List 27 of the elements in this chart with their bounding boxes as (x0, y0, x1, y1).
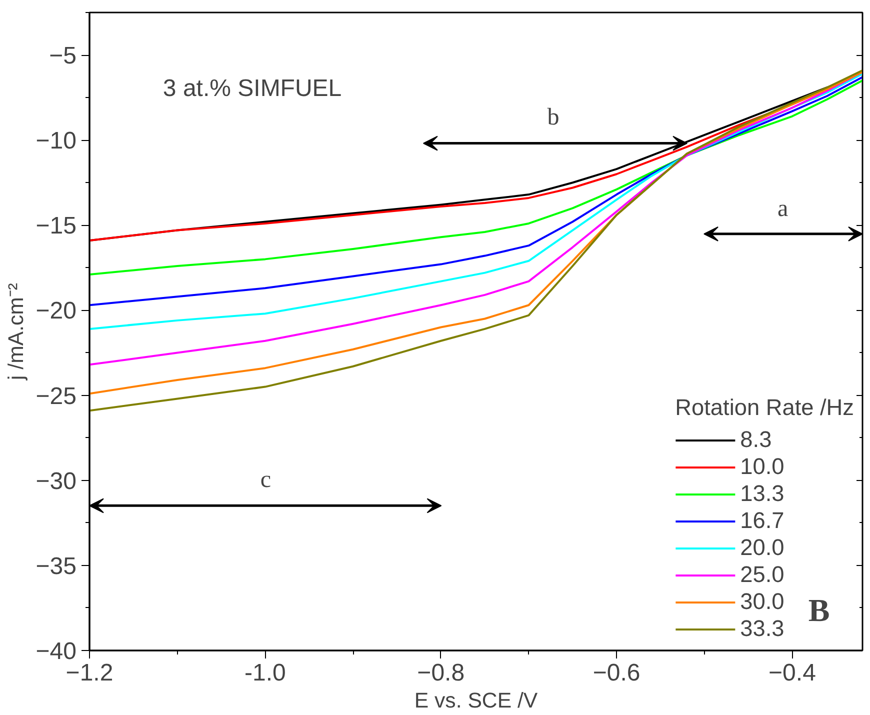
annotation: 3 at.% SIMFUEL (162, 74, 342, 102)
x-tick-label: −0.8 (417, 660, 465, 686)
x-tick-label: -1.0 (244, 660, 286, 686)
y-tick-label: −35 (36, 552, 77, 580)
legend-label: 33.3 (740, 615, 784, 642)
x-tick-label: −0.4 (768, 660, 816, 686)
y-axis-title: j /mA.cm⁻² (4, 282, 28, 382)
legend-label: 8.3 (740, 426, 773, 453)
y-tick-label: −15 (36, 212, 77, 240)
y-tick-label: −20 (36, 298, 77, 325)
x-tick-label: −0.6 (592, 660, 640, 686)
y-tick-label: −30 (36, 468, 77, 495)
annotation: c (260, 466, 272, 493)
legend-label: 10.0 (740, 453, 784, 480)
annotation: B (808, 592, 830, 628)
annotation: a (778, 196, 789, 222)
legend-label: 16.7 (740, 507, 784, 534)
y-tick-label: −5 (49, 42, 77, 70)
legend-label: 13.3 (740, 480, 784, 507)
y-tick-label: −25 (36, 382, 77, 410)
y-tick-label: −10 (36, 128, 77, 155)
legend-label: 30.0 (740, 588, 784, 615)
annotation: b (547, 104, 560, 131)
legend-label: 25.0 (740, 561, 784, 588)
legend-label: 20.0 (740, 534, 784, 561)
legend-title: Rotation Rate /Hz (675, 394, 854, 421)
x-axis-title: E vs. SCE /V (414, 688, 538, 712)
